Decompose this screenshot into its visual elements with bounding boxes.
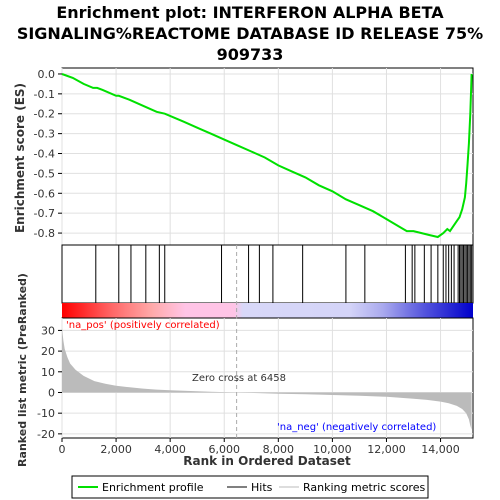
es-tick-label: -0.5 xyxy=(34,167,55,180)
metric-tick-label: -20 xyxy=(37,428,55,441)
title-line-2: SIGNALING%REACTOME DATABASE ID RELEASE 7… xyxy=(17,24,483,43)
x-ticks: 0 2,000 4,000 6,000 8,000 10,000 12,000 14,000 xyxy=(59,438,460,456)
es-tick-label: -0.7 xyxy=(34,207,55,220)
ranking-color-bar xyxy=(62,303,473,318)
x-axis-label: Rank in Ordered Dataset xyxy=(183,454,351,468)
x-tick-label: 6,000 xyxy=(208,443,240,456)
legend-profile-label: Enrichment profile xyxy=(102,481,204,494)
title-line-3: 909733 xyxy=(217,45,284,64)
es-tick-label: -0.3 xyxy=(34,128,55,141)
metric-tick-label: 30 xyxy=(41,324,55,337)
positive-correlation-label: 'na_pos' (positively correlated) xyxy=(66,320,220,331)
x-tick-label: 8,000 xyxy=(263,443,295,456)
metric-tick-label: 0 xyxy=(48,386,55,399)
negative-correlation-label: 'na_neg' (negatively correlated) xyxy=(277,422,436,433)
title-line-1: Enrichment plot: INTERFERON ALPHA BETA xyxy=(56,3,444,22)
metric-panel-frame xyxy=(61,317,474,439)
hits-panel-frame xyxy=(61,244,474,304)
x-tick-label: 12,000 xyxy=(367,443,406,456)
metric-y-axis-label: Ranked list metric (PreRanked) xyxy=(16,273,29,467)
x-tick-label: 4,000 xyxy=(154,443,186,456)
zero-cross-label: Zero cross at 6458 xyxy=(192,373,286,384)
x-tick-label: 14,000 xyxy=(421,443,460,456)
es-tick-label: -0.4 xyxy=(34,148,55,161)
es-tick-label: 0.0 xyxy=(38,68,56,81)
x-tick-label: 10,000 xyxy=(313,443,352,456)
es-tick-label: -0.2 xyxy=(34,108,55,121)
es-tick-label: -0.1 xyxy=(34,88,55,101)
metric-tick-label: -10 xyxy=(37,407,55,420)
legend-box xyxy=(71,475,429,499)
es-y-ticks: 0.0 -0.1 -0.2 -0.3 -0.4 -0.5 -0.6 -0.7 -0.8 xyxy=(34,68,62,240)
metric-tick-label: 20 xyxy=(41,345,55,358)
metric-tick-label: 10 xyxy=(41,366,55,379)
es-tick-label: -0.8 xyxy=(34,227,55,240)
chart-title: Enrichment plot: INTERFERON ALPHA BETA SI… xyxy=(17,3,483,64)
legend-hits-label: Hits xyxy=(251,481,273,494)
x-tick-label: 0 xyxy=(59,443,66,456)
enrichment-profile-line xyxy=(61,73,473,239)
legend-metric-label: Ranking metric scores xyxy=(303,481,425,494)
es-grid xyxy=(61,68,473,245)
hits-markers xyxy=(95,245,473,303)
es-panel-frame xyxy=(61,67,474,246)
metric-y-ticks: 30 20 10 0 -10 -20 xyxy=(37,324,62,441)
es-y-axis-label: Enrichment score (ES) xyxy=(13,83,27,233)
x-tick-label: 2,000 xyxy=(100,443,132,456)
es-tick-label: -0.6 xyxy=(34,187,55,200)
